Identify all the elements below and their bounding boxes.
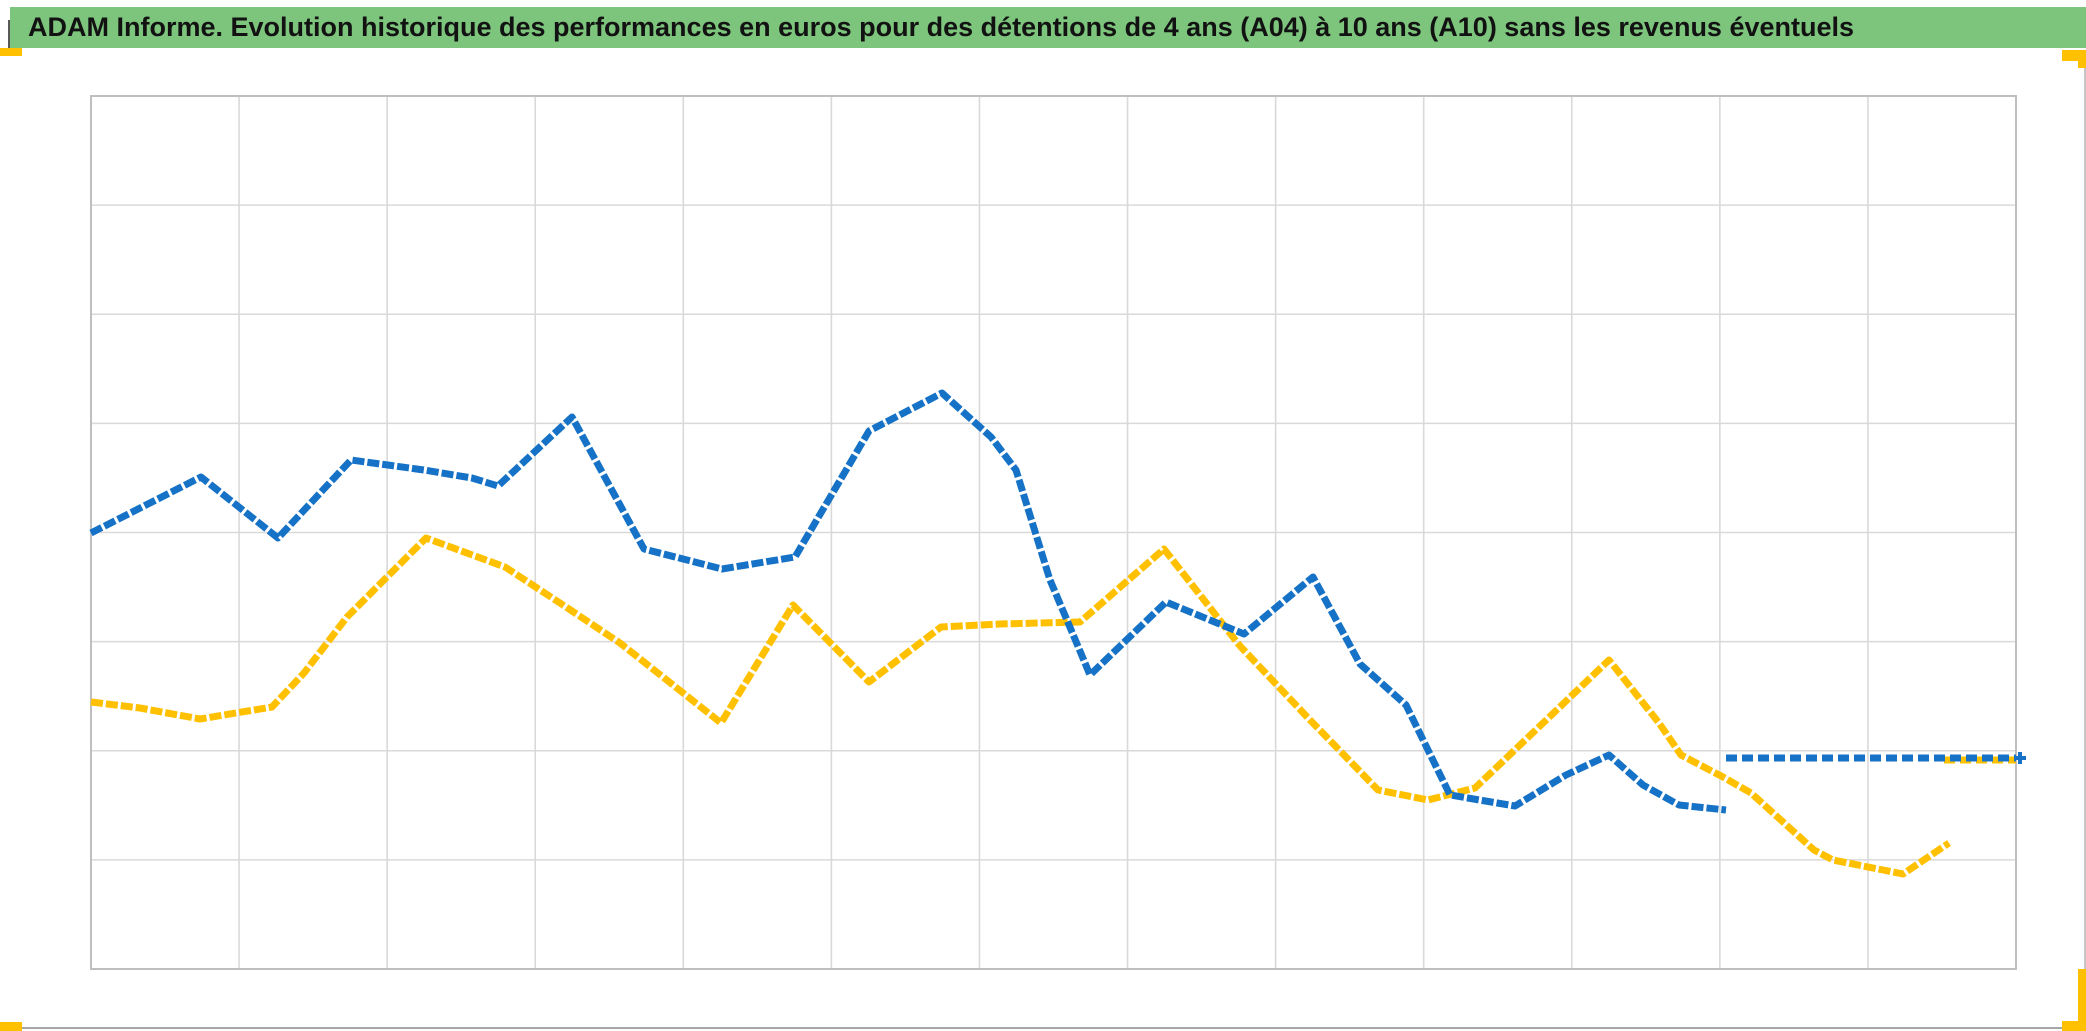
selection-handle-bottom-left[interactable] <box>0 1022 22 1031</box>
series-blue-line <box>89 389 1727 814</box>
bottom-rule <box>22 1027 2062 1029</box>
series-blue-end-marker <box>2014 752 2026 764</box>
selection-handle-top-left[interactable] <box>0 48 22 56</box>
selection-handle-top-right-v[interactable] <box>2078 50 2086 68</box>
selection-handle-bottom-right-v[interactable] <box>2078 969 2086 1031</box>
selection-handle-top-right-h[interactable] <box>2062 50 2086 61</box>
cell-border-tick <box>8 20 10 48</box>
chart-title-bar: ADAM Informe. Evolution historique des p… <box>10 7 2086 48</box>
series-yellow-line <box>90 534 1951 878</box>
right-edge-line <box>2084 68 2086 969</box>
selection-handle-bottom-right-h[interactable] <box>2062 1021 2086 1031</box>
chart-title: ADAM Informe. Evolution historique des p… <box>28 12 1855 42</box>
